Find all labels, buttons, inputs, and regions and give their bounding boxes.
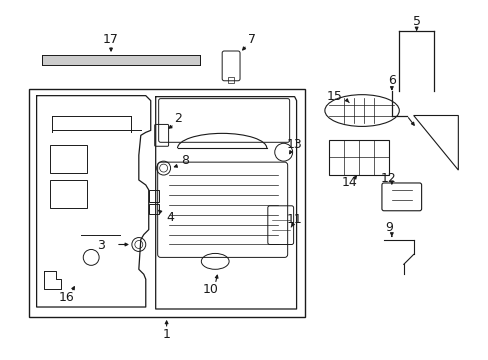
Text: 2: 2 — [174, 112, 182, 125]
Bar — [228, 77, 234, 83]
Text: 6: 6 — [387, 74, 395, 87]
Text: 14: 14 — [341, 176, 356, 189]
Text: 17: 17 — [103, 33, 119, 46]
Text: 12: 12 — [380, 171, 396, 185]
Bar — [41, 55, 200, 65]
Text: 7: 7 — [247, 33, 255, 46]
Text: 8: 8 — [181, 154, 189, 167]
Bar — [49, 180, 87, 208]
Bar — [29, 89, 304, 317]
Text: 13: 13 — [286, 138, 302, 151]
Text: 10: 10 — [202, 283, 218, 296]
Bar — [148, 190, 158, 202]
Text: 15: 15 — [325, 90, 342, 103]
Bar — [49, 145, 87, 173]
Text: 11: 11 — [286, 213, 302, 226]
Bar — [148, 204, 158, 214]
Text: 3: 3 — [97, 239, 105, 252]
Text: 1: 1 — [163, 328, 170, 341]
Text: 16: 16 — [59, 291, 74, 303]
Bar — [328, 140, 388, 175]
Text: 9: 9 — [384, 221, 392, 234]
Text: 4: 4 — [166, 211, 174, 224]
Text: 5: 5 — [412, 15, 420, 28]
